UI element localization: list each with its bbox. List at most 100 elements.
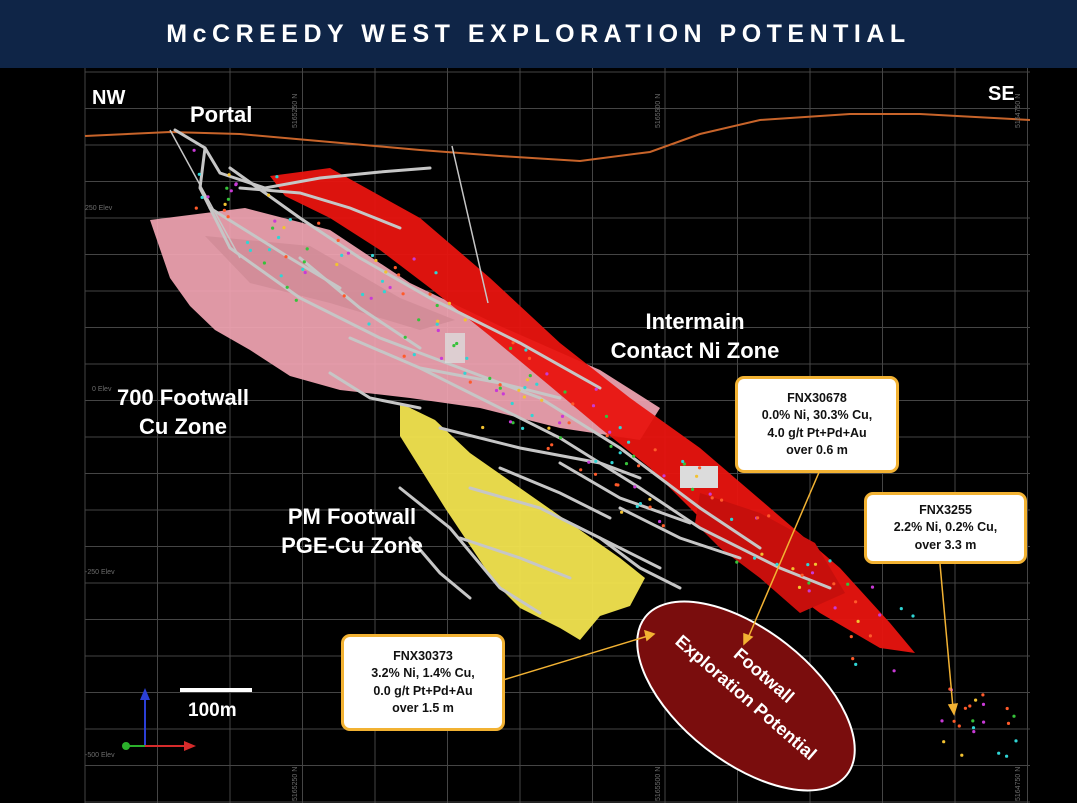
- assay-point: [393, 266, 397, 270]
- assay-point: [1006, 721, 1011, 726]
- assay-point: [833, 606, 837, 610]
- assay-point: [380, 279, 385, 283]
- assay-point: [710, 496, 714, 500]
- assay-point: [870, 585, 875, 589]
- grid-coordinate-label: 5165500 N: [655, 766, 662, 801]
- callout-fnx3255: FNX3255 2.2% Ni, 0.2% Cu, over 3.3 m: [864, 492, 1027, 564]
- assay-point: [775, 562, 779, 566]
- direction-nw: NW: [92, 87, 126, 109]
- assay-point: [851, 657, 855, 661]
- assay-point: [638, 502, 643, 506]
- assay-point: [942, 740, 946, 744]
- assay-point: [952, 719, 956, 723]
- assay-point: [384, 270, 388, 274]
- title-banner: McCREEDY WEST EXPLORATION POTENTIAL: [0, 0, 1077, 68]
- assay-point: [282, 226, 286, 230]
- assay-point: [591, 404, 596, 408]
- assay-point: [648, 497, 652, 501]
- assay-point: [301, 267, 305, 271]
- assay-point: [452, 344, 456, 348]
- callout-line: 4.0 g/t Pt+Pd+Au: [767, 425, 867, 440]
- assay-point: [370, 253, 375, 258]
- leader-fnx3255: [939, 563, 954, 709]
- assay-point: [868, 634, 873, 638]
- assay-point: [540, 398, 544, 402]
- assay-point: [981, 693, 985, 697]
- assay-point: [402, 354, 406, 358]
- assay-point: [465, 356, 469, 360]
- assay-point: [878, 613, 882, 617]
- assay-point: [403, 335, 407, 339]
- page-title: McCREEDY WEST EXPLORATION POTENTIAL: [166, 19, 911, 48]
- axis-triad-icon: [122, 688, 196, 751]
- assay-point: [197, 172, 201, 176]
- assay-point: [828, 559, 832, 563]
- assay-point: [206, 195, 210, 199]
- assay-point: [972, 730, 976, 734]
- assay-point: [340, 253, 344, 257]
- assay-point: [1005, 706, 1009, 711]
- grid-coordinate-label: 5165250 N: [292, 766, 299, 801]
- assay-point: [610, 461, 614, 465]
- elevation-label: 250 Elev: [85, 205, 113, 212]
- assay-point: [579, 468, 583, 472]
- surface-topography-line: [84, 113, 1031, 163]
- assay-point: [509, 346, 513, 350]
- assay-point: [481, 425, 485, 430]
- drill-hole-trace: [451, 145, 489, 304]
- assay-point: [284, 255, 288, 259]
- assay-point: [791, 567, 795, 571]
- assay-point: [960, 753, 964, 757]
- assay-points: [192, 148, 1018, 758]
- assay-point: [227, 173, 231, 177]
- assay-point: [439, 356, 444, 360]
- footwall-exploration-potential: [636, 600, 856, 792]
- assay-point: [813, 562, 818, 566]
- assay-point: [974, 698, 978, 702]
- assay-point: [560, 414, 565, 418]
- assay-point: [447, 301, 451, 305]
- callout-line: 2.2% Ni, 0.2% Cu,: [893, 520, 998, 535]
- assay-point: [361, 292, 365, 297]
- assay-point: [401, 292, 405, 296]
- assay-point: [273, 219, 277, 223]
- assay-point: [498, 386, 502, 390]
- callout-line: 0.0 g/t Pt+Pd+Au: [373, 683, 473, 698]
- assay-point: [756, 516, 760, 520]
- leader-fnx30373: [502, 635, 649, 681]
- assay-point: [463, 318, 467, 322]
- assay-point: [563, 390, 567, 394]
- assay-point: [369, 296, 373, 300]
- assay-point: [550, 443, 554, 447]
- assay-point: [698, 466, 702, 470]
- assay-point: [767, 514, 771, 518]
- assay-point: [234, 183, 238, 187]
- assay-point: [618, 426, 622, 430]
- assay-point: [633, 485, 637, 489]
- assay-point: [226, 215, 230, 219]
- assay-point: [1014, 739, 1018, 743]
- assay-point: [435, 322, 439, 326]
- assay-point: [346, 251, 350, 255]
- assay-point: [428, 292, 432, 296]
- assay-point: [658, 519, 662, 524]
- assay-point: [223, 202, 227, 206]
- assay-point: [846, 582, 850, 586]
- assay-point: [417, 318, 421, 322]
- assay-point: [681, 459, 685, 464]
- elevation-label: -500 Elev: [85, 752, 115, 759]
- leader-fnx30678: [747, 469, 821, 639]
- assay-point: [523, 386, 527, 390]
- assay-point: [305, 247, 309, 251]
- assay-point: [225, 186, 229, 190]
- callout-line: FNX3255: [919, 503, 972, 518]
- assay-point: [971, 726, 976, 730]
- assay-point: [605, 434, 609, 438]
- assay-point: [510, 401, 514, 406]
- callout-line: FNX30678: [787, 391, 847, 405]
- assay-point: [832, 582, 836, 586]
- assay-point: [374, 258, 378, 263]
- direction-se: SE: [988, 83, 1015, 105]
- assay-point: [200, 195, 204, 199]
- assay-point: [968, 704, 972, 708]
